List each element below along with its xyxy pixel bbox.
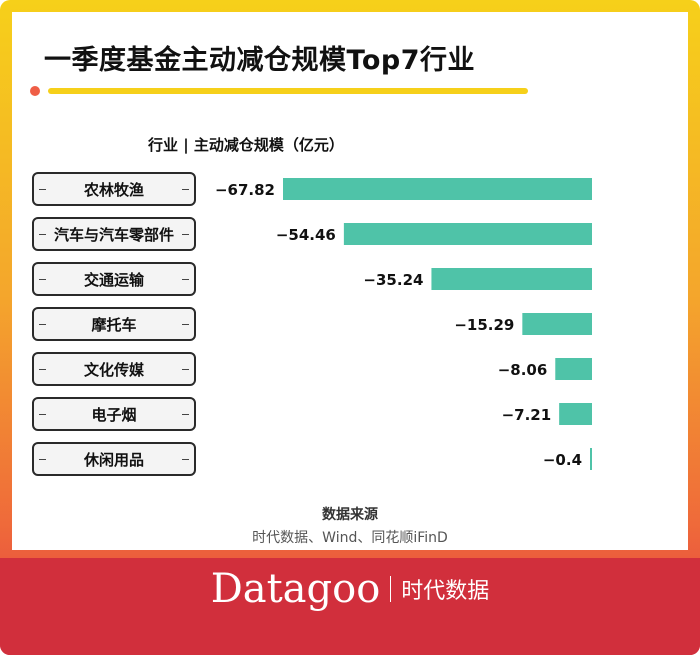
brand-wordmark: Datagoo <box>210 566 381 612</box>
bar <box>555 358 592 380</box>
bar <box>590 448 592 470</box>
bar-value-label: −15.29 <box>454 316 514 334</box>
bar-value-label: −67.82 <box>215 181 275 199</box>
brand-logo: Datagoo 时代数据 <box>0 566 700 612</box>
category-label: 汽车与汽车零部件 <box>32 217 196 251</box>
bar <box>343 223 592 245</box>
bar <box>431 268 592 290</box>
category-label: 摩托车 <box>32 307 196 341</box>
chart-title: 一季度基金主动减仓规模Top7行业 <box>44 45 475 76</box>
title-dot <box>30 86 40 96</box>
brand-name: 时代数据 <box>401 579 490 604</box>
category-label: 休闲用品 <box>32 442 196 476</box>
source-title: 数据来源 <box>322 507 378 523</box>
bar-value-label: −8.06 <box>498 361 548 379</box>
column-header: 行业 | 主动减仓规模（亿元） <box>148 136 344 154</box>
bar <box>283 178 592 200</box>
bar <box>559 403 592 425</box>
bar <box>522 313 592 335</box>
category-label: 交通运输 <box>32 262 196 296</box>
bar-value-label: −7.21 <box>502 406 552 424</box>
bar-value-label: −54.46 <box>276 226 336 244</box>
category-label: 农林牧渔 <box>32 172 196 206</box>
category-label: 文化传媒 <box>32 352 196 386</box>
title-underline <box>48 88 528 94</box>
category-label: 电子烟 <box>32 397 196 431</box>
bar-value-label: −35.24 <box>363 271 423 289</box>
brand-footer <box>0 558 700 655</box>
bar-value-label: −0.4 <box>543 451 582 469</box>
source-text: 时代数据、Wind、同花顺iFinD <box>252 530 448 546</box>
brand-separator <box>390 576 392 602</box>
